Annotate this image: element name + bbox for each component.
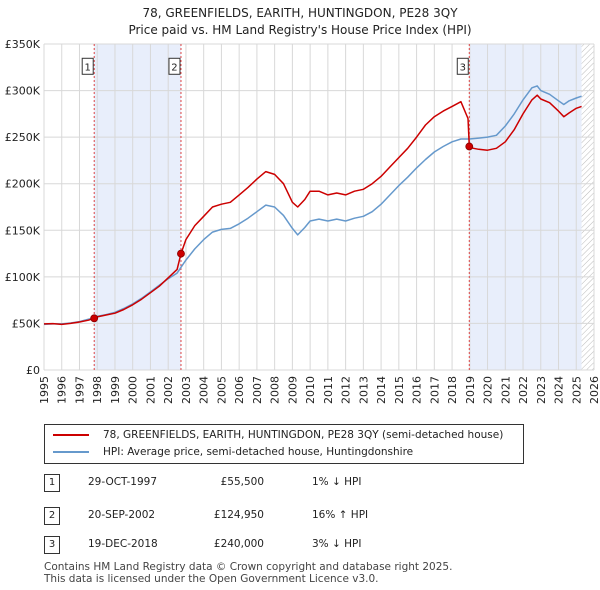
x-tick-label: 2025: [570, 376, 583, 404]
chart-subtitle: Price paid vs. HM Land Registry's House …: [128, 23, 472, 37]
y-tick-label: £0: [26, 364, 40, 377]
y-tick-label: £150K: [5, 224, 41, 237]
chart-legend: 78, GREENFIELDS, EARITH, HUNTINGDON, PE2…: [44, 424, 524, 464]
x-tick-label: 2016: [411, 376, 424, 404]
x-tick-label: 2003: [180, 376, 193, 404]
x-tick-label: 2014: [375, 376, 388, 404]
x-tick-label: 1998: [91, 376, 104, 404]
transaction-hpi: 1% ↓ HPI: [312, 476, 362, 488]
transaction-price: £55,500: [220, 476, 264, 488]
shaded-period: [94, 44, 181, 370]
transaction-date: 20-SEP-2002: [88, 509, 156, 521]
sale-marker-box: [456, 57, 469, 75]
transaction-hpi: 16% ↑ HPI: [312, 509, 369, 521]
x-tick-label: 2021: [499, 376, 512, 404]
price-chart: £0 £50K £100K £150K £200K £250K £300K £350K 1995…: [5, 38, 600, 404]
x-tick-label: 2020: [482, 376, 495, 404]
sale-marker-label: 1: [85, 62, 91, 73]
x-tick-label: 2001: [144, 376, 157, 404]
legend-label-hpi: HPI: Average price, semi-detached house,…: [103, 446, 414, 458]
x-tick-label: 2004: [198, 376, 211, 404]
x-tick-label: 2008: [269, 376, 282, 404]
y-tick-label: £200K: [5, 178, 41, 191]
x-tick-label: 1995: [38, 376, 51, 404]
x-tick-label: 2000: [127, 376, 140, 404]
legend-label-property: 78, GREENFIELDS, EARITH, HUNTINGDON, PE2…: [103, 429, 504, 441]
transaction-row: 2 20-SEP-2002 £124,950 16% ↑ HPI: [44, 507, 584, 527]
x-tick-label: 2012: [340, 376, 353, 404]
x-tick-label: 2009: [286, 376, 299, 404]
sale-point: [177, 249, 185, 258]
y-tick-label: £250K: [5, 131, 41, 144]
x-tick-label: 2006: [233, 376, 246, 404]
y-tick-label: £300K: [5, 85, 41, 98]
x-tick-label: 2023: [535, 376, 548, 404]
x-tick-label: 2010: [304, 376, 317, 404]
x-tick-label: 2019: [464, 376, 477, 404]
transaction-price: £124,950: [213, 509, 264, 521]
transaction-number: 1: [44, 474, 60, 492]
sale-marker-box: [81, 57, 94, 75]
x-tick-label: 2011: [322, 376, 335, 404]
x-tick-label: 2026: [588, 376, 600, 404]
transaction-number: 2: [44, 507, 60, 525]
transaction-row: 3 19-DEC-2018 £240,000 3% ↓ HPI: [44, 536, 584, 556]
x-tick-label: 2018: [446, 376, 459, 404]
series-line-property: [43, 94, 582, 326]
forecast-hatch: [581, 44, 594, 370]
legend-line-hpi: [53, 451, 89, 453]
sale-marker-label: 3: [460, 62, 466, 73]
sale-point: [90, 314, 99, 323]
transaction-hpi: 3% ↓ HPI: [312, 538, 362, 550]
x-tick-label: 2013: [357, 376, 370, 404]
sale-marker-label: 2: [171, 62, 177, 73]
footer-copyright: Contains HM Land Registry data © Crown c…: [44, 561, 453, 573]
x-tick-label: 2015: [393, 376, 406, 404]
legend-item-hpi: HPI: Average price, semi-detached house,…: [53, 444, 413, 460]
sale-marker-box: [168, 57, 181, 75]
chart-title: 78, GREENFIELDS, EARITH, HUNTINGDON, PE2…: [142, 6, 458, 20]
x-tick-label: 2007: [251, 376, 264, 404]
x-tick-label: 2017: [428, 376, 441, 404]
x-tick-label: 2024: [553, 376, 566, 404]
x-tick-label: 2005: [215, 376, 228, 404]
y-tick-label: £350K: [5, 38, 41, 51]
y-tick-label: £50K: [12, 317, 41, 330]
transaction-date: 29-OCT-1997: [88, 476, 157, 488]
x-tick-label: 2002: [162, 376, 175, 404]
legend-item-property: 78, GREENFIELDS, EARITH, HUNTINGDON, PE2…: [53, 427, 503, 443]
transaction-date: 19-DEC-2018: [88, 538, 158, 550]
sale-point: [465, 142, 474, 151]
transaction-row: 1 29-OCT-1997 £55,500 1% ↓ HPI: [44, 474, 584, 494]
footer-licence: This data is licensed under the Open Gov…: [44, 573, 379, 585]
transaction-price: £240,000: [213, 538, 264, 550]
shaded-period: [469, 44, 582, 370]
y-tick-label: £100K: [5, 271, 41, 284]
x-tick-label: 1999: [109, 376, 122, 404]
legend-line-property: [53, 434, 89, 436]
x-tick-label: 1996: [56, 376, 69, 404]
series-line-hpi: [43, 85, 582, 326]
x-tick-label: 2022: [517, 376, 530, 404]
x-tick-label: 1997: [73, 376, 86, 404]
transaction-number: 3: [44, 536, 60, 554]
